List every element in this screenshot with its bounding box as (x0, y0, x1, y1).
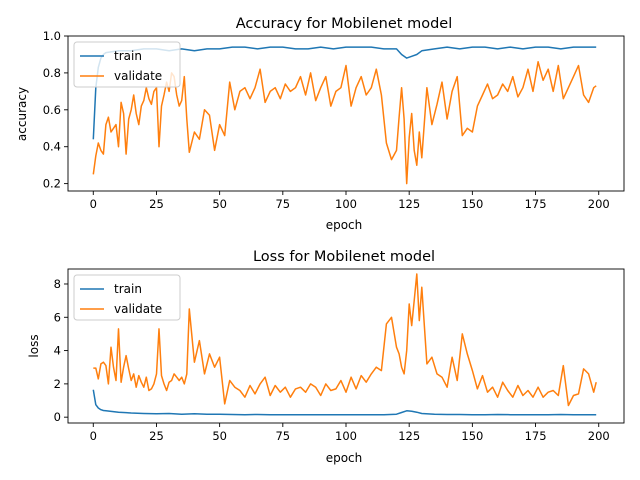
loss-x-tick-label: 75 (275, 429, 290, 443)
loss-x-tick-label: 100 (335, 429, 357, 443)
accuracy-x-tick-label: 50 (212, 197, 227, 211)
accuracy-legend: train validate (73, 41, 181, 88)
accuracy-series-validate (92, 61, 597, 185)
loss-x-tick-label: 125 (398, 429, 420, 443)
loss-y-tick-label: 4 (54, 344, 61, 358)
loss-y-tick-label: 2 (54, 377, 61, 391)
loss-x-axis-label: epoch (326, 451, 363, 465)
accuracy-chart: Accuracy for Mobilenet model epoch accur… (15, 16, 625, 232)
loss-chart-title: Loss for Mobilenet model (253, 249, 435, 265)
accuracy-x-tick-label: 200 (588, 197, 610, 211)
accuracy-y-tick-label: 0.2 (43, 177, 61, 191)
loss-x-tick-label: 150 (461, 429, 483, 443)
loss-x-tick-label: 200 (588, 429, 610, 443)
accuracy-legend-label-train: train (114, 49, 142, 63)
loss-legend-label-validate: validate (114, 302, 162, 316)
loss-x-tick-label: 175 (525, 429, 547, 443)
loss-y-axis-label: loss (27, 334, 41, 357)
accuracy-y-tick-label: 0.8 (43, 66, 61, 80)
accuracy-x-tick-label: 100 (335, 197, 357, 211)
accuracy-x-tick-label: 125 (398, 197, 420, 211)
accuracy-chart-title: Accuracy for Mobilenet model (236, 16, 452, 32)
loss-series-train (92, 389, 597, 416)
accuracy-y-axis-label: accuracy (15, 87, 29, 141)
loss-x-tick-label: 0 (90, 429, 97, 443)
loss-y-tick-label: 8 (54, 277, 61, 291)
accuracy-y-tick-label: 0.6 (43, 103, 61, 117)
accuracy-y-tick-label: 1.0 (43, 29, 61, 43)
loss-y-tick-label: 6 (54, 310, 61, 324)
loss-x-tick-label: 50 (212, 429, 227, 443)
loss-y-tick-label: 0 (54, 410, 61, 424)
accuracy-x-tick-label: 75 (275, 197, 290, 211)
accuracy-y-tick-label: 0.4 (43, 140, 61, 154)
accuracy-x-tick-label: 25 (149, 197, 164, 211)
loss-series-group (92, 273, 597, 416)
loss-chart: Loss for Mobilenet model epoch loss 0 25 5… (27, 249, 625, 465)
loss-plot-area: 0 25 50 75 100 125 150 175 200 0 2 4 6 8 train validate (54, 268, 625, 443)
accuracy-plot-area: 0 25 50 75 100 125 150 175 200 0.2 0.4 0.6 0.8 1.0 tra… (43, 29, 625, 211)
accuracy-legend-label-validate: validate (114, 69, 162, 83)
loss-x-tick-label: 25 (149, 429, 164, 443)
accuracy-x-tick-label: 175 (525, 197, 547, 211)
accuracy-x-axis-label: epoch (326, 218, 363, 232)
loss-legend: train validate (73, 274, 181, 321)
accuracy-x-tick-label: 0 (90, 197, 97, 211)
accuracy-x-tick-label: 150 (461, 197, 483, 211)
loss-legend-label-train: train (114, 282, 142, 296)
loss-series-validate (93, 273, 597, 407)
